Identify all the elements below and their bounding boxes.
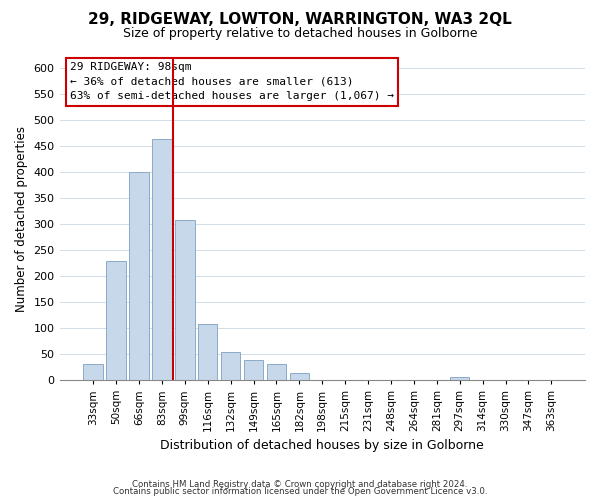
Bar xyxy=(198,324,217,380)
Text: Contains public sector information licensed under the Open Government Licence v3: Contains public sector information licen… xyxy=(113,488,487,496)
Bar xyxy=(152,139,172,380)
Text: Contains HM Land Registry data © Crown copyright and database right 2024.: Contains HM Land Registry data © Crown c… xyxy=(132,480,468,489)
Bar xyxy=(290,374,309,380)
Text: 29 RIDGEWAY: 98sqm
← 36% of detached houses are smaller (613)
63% of semi-detach: 29 RIDGEWAY: 98sqm ← 36% of detached hou… xyxy=(70,62,394,101)
Bar xyxy=(106,262,126,380)
Bar xyxy=(221,352,241,380)
Bar xyxy=(175,220,194,380)
Bar xyxy=(244,360,263,380)
Bar xyxy=(450,378,469,380)
Text: Size of property relative to detached houses in Golborne: Size of property relative to detached ho… xyxy=(123,28,477,40)
X-axis label: Distribution of detached houses by size in Golborne: Distribution of detached houses by size … xyxy=(160,440,484,452)
Bar xyxy=(83,364,103,380)
Text: 29, RIDGEWAY, LOWTON, WARRINGTON, WA3 2QL: 29, RIDGEWAY, LOWTON, WARRINGTON, WA3 2Q… xyxy=(88,12,512,28)
Bar xyxy=(129,172,149,380)
Bar xyxy=(267,364,286,380)
Y-axis label: Number of detached properties: Number of detached properties xyxy=(15,126,28,312)
